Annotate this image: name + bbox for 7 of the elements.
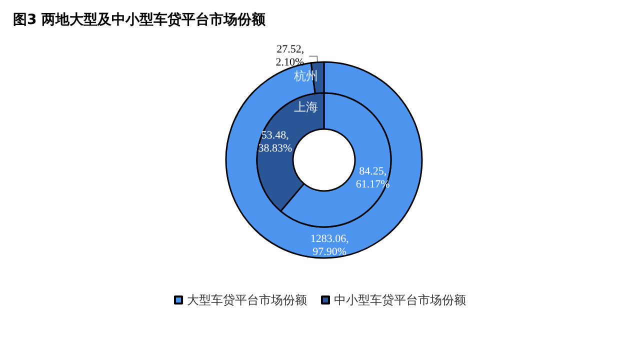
data-label: 27.52, 2.10% bbox=[276, 44, 304, 69]
data-label: 1283.06, 97.90% bbox=[310, 232, 350, 258]
slice-label: 上海 bbox=[294, 100, 318, 114]
legend-label: 大型车贷平台市场份额 bbox=[187, 293, 307, 307]
legend-label: 中小型车贷平台市场份额 bbox=[334, 293, 466, 307]
data-label: 53.48, 38.83% bbox=[258, 130, 292, 155]
chart-title: 图3 两地大型及中小型车贷平台市场份额 bbox=[13, 11, 267, 28]
